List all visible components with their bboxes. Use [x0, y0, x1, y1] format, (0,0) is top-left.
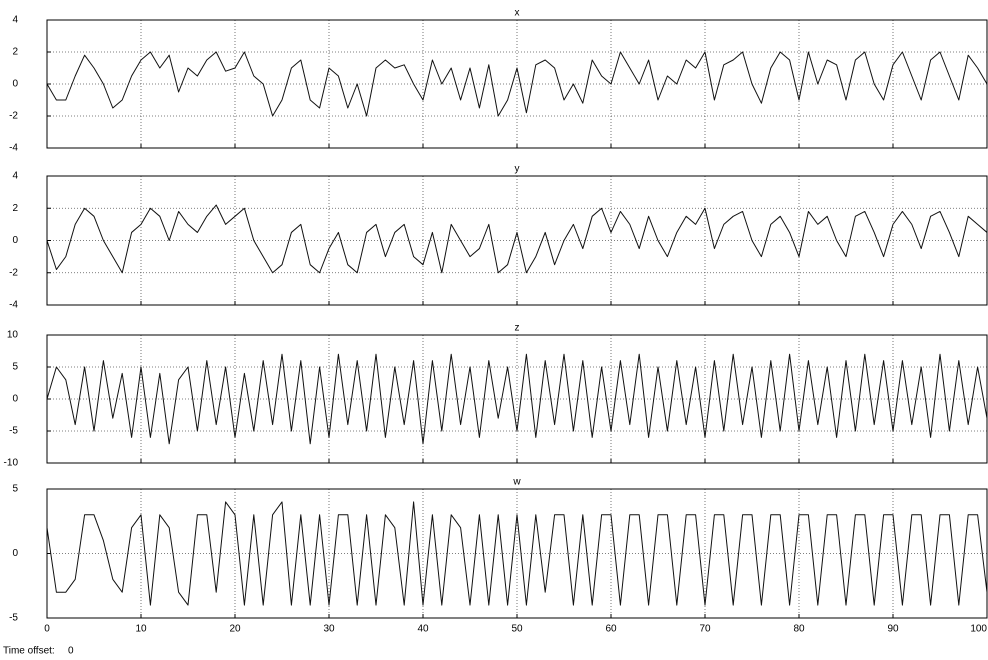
- y-tick-label: 0: [12, 394, 18, 405]
- x-tick-label: 40: [417, 624, 429, 635]
- y-tick-label: -4: [9, 300, 18, 311]
- x-tick-label: 100: [970, 624, 987, 635]
- plot-title: w: [512, 477, 521, 488]
- y-tick-label: 0: [12, 79, 18, 90]
- y-tick-label: -5: [9, 613, 18, 624]
- y-tick-label: -4: [9, 143, 18, 154]
- y-tick-label: 0: [12, 548, 18, 559]
- y-tick-label: -10: [4, 458, 19, 469]
- y-tick-label: 4: [12, 15, 18, 26]
- x-tick-label: 80: [793, 624, 805, 635]
- x-tick-label: 30: [323, 624, 335, 635]
- plot-title: z: [515, 323, 520, 334]
- plot-title: x: [515, 8, 520, 19]
- y-tick-label: 0: [12, 235, 18, 246]
- x-tick-label: 70: [699, 624, 711, 635]
- y-tick-label: -2: [9, 111, 18, 122]
- y-tick-label: -2: [9, 267, 18, 278]
- x-tick-label: 20: [229, 624, 241, 635]
- time-offset-label: Time offset:: [3, 646, 55, 657]
- y-tick-label: 5: [12, 362, 18, 373]
- y-tick-label: 2: [12, 203, 18, 214]
- x-tick-label: 60: [605, 624, 617, 635]
- y-tick-label: 4: [12, 171, 18, 182]
- y-tick-label: 5: [12, 484, 18, 495]
- y-tick-label: -5: [9, 426, 18, 437]
- scope: Time offset: 0 x -4 -2 0 2 4 y -4 -2 0 2 4 z -10 -5 0 5 1…: [0, 0, 988, 660]
- time-offset-value: 0: [68, 646, 74, 657]
- x-tick-label: 10: [135, 624, 147, 635]
- page: {"chart_data": [ {"type": "line", "title…: [0, 0, 988, 660]
- y-tick-label: 2: [12, 47, 18, 58]
- x-tick-label: 50: [511, 624, 523, 635]
- x-tick-label: 0: [44, 624, 50, 635]
- x-tick-label: 90: [887, 624, 899, 635]
- plot-title: y: [515, 164, 520, 175]
- y-tick-label: 10: [7, 330, 19, 341]
